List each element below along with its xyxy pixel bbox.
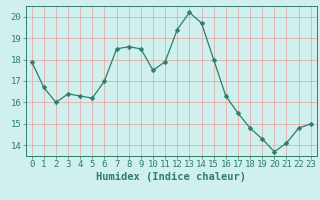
X-axis label: Humidex (Indice chaleur): Humidex (Indice chaleur)	[96, 172, 246, 182]
